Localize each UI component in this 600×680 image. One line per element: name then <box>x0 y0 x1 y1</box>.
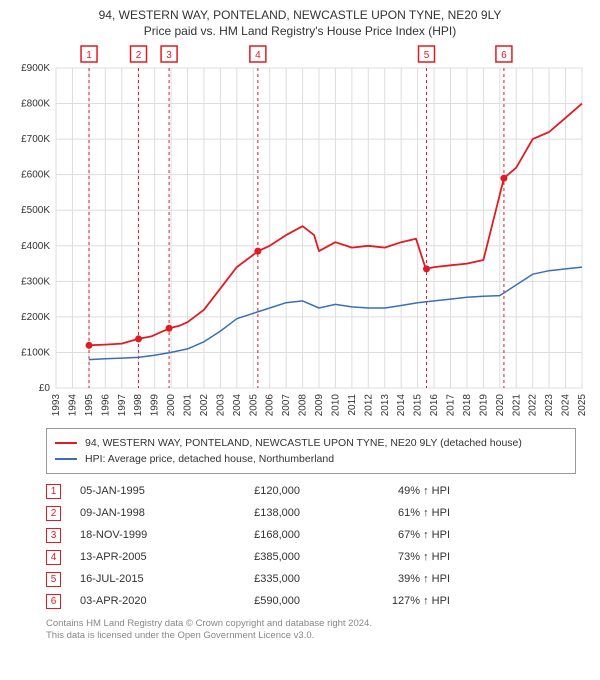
svg-text:6: 6 <box>501 50 507 61</box>
svg-text:2012: 2012 <box>363 394 374 417</box>
svg-text:1999: 1999 <box>150 394 161 417</box>
svg-text:2014: 2014 <box>396 394 407 417</box>
chart-titles: 94, WESTERN WAY, PONTELAND, NEWCASTLE UP… <box>10 8 590 38</box>
svg-text:2023: 2023 <box>544 394 555 417</box>
sale-number-box: 6 <box>46 594 61 609</box>
svg-text:1: 1 <box>86 50 92 61</box>
svg-text:2010: 2010 <box>330 394 341 417</box>
svg-text:2006: 2006 <box>265 394 276 417</box>
svg-text:4: 4 <box>255 50 261 61</box>
footer-line2: This data is licensed under the Open Gov… <box>46 630 590 642</box>
sale-pct-vs-hpi: 127% ↑ HPI <box>330 595 450 607</box>
svg-text:1994: 1994 <box>67 394 78 417</box>
sale-date: 16-JUL-2015 <box>80 573 210 585</box>
sale-pct-vs-hpi: 61% ↑ HPI <box>330 507 450 519</box>
sale-date: 18-NOV-1999 <box>80 529 210 541</box>
svg-text:2025: 2025 <box>577 394 588 417</box>
footer-line1: Contains HM Land Registry data © Crown c… <box>46 618 590 630</box>
sales-row: 3 18-NOV-1999£168,00067% ↑ HPI <box>46 524 590 546</box>
svg-text:£700K: £700K <box>21 134 50 145</box>
svg-text:2015: 2015 <box>413 394 424 417</box>
svg-text:2007: 2007 <box>281 394 292 417</box>
svg-text:2004: 2004 <box>232 394 243 417</box>
sales-row: 2 09-JAN-1998£138,00061% ↑ HPI <box>46 502 590 524</box>
svg-text:2021: 2021 <box>511 394 522 417</box>
svg-text:2024: 2024 <box>561 394 572 417</box>
svg-text:2013: 2013 <box>380 394 391 417</box>
sale-price: £385,000 <box>210 551 330 563</box>
svg-text:£500K: £500K <box>21 205 50 216</box>
sale-number-box: 3 <box>46 528 61 543</box>
legend-swatch <box>55 458 77 460</box>
svg-text:£0: £0 <box>39 383 51 394</box>
svg-text:2017: 2017 <box>446 394 457 417</box>
svg-text:2: 2 <box>136 50 142 61</box>
svg-text:2003: 2003 <box>215 394 226 417</box>
svg-text:£200K: £200K <box>21 312 50 323</box>
title-address: 94, WESTERN WAY, PONTELAND, NEWCASTLE UP… <box>10 8 590 22</box>
sale-number-box: 2 <box>46 506 61 521</box>
sales-row: 5 16-JUL-2015£335,00039% ↑ HPI <box>46 568 590 590</box>
footer-attribution: Contains HM Land Registry data © Crown c… <box>46 618 590 642</box>
sale-price: £335,000 <box>210 573 330 585</box>
sale-date: 13-APR-2005 <box>80 551 210 563</box>
svg-text:2002: 2002 <box>199 394 210 417</box>
title-subtitle: Price paid vs. HM Land Registry's House … <box>10 24 590 38</box>
sale-date: 03-APR-2020 <box>80 595 210 607</box>
sale-price: £590,000 <box>210 595 330 607</box>
sales-row: 1 05-JAN-1995£120,00049% ↑ HPI <box>46 480 590 502</box>
chart-area: £0 £100K £200K £300K £400K £500K £600K £700K £80… <box>10 42 590 422</box>
sale-price: £120,000 <box>210 485 330 497</box>
svg-text:2016: 2016 <box>429 394 440 417</box>
svg-text:£400K: £400K <box>21 241 50 252</box>
legend-label: 94, WESTERN WAY, PONTELAND, NEWCASTLE UP… <box>85 437 522 449</box>
sale-number-box: 4 <box>46 550 61 565</box>
svg-text:2020: 2020 <box>495 394 506 417</box>
legend-item: 94, WESTERN WAY, PONTELAND, NEWCASTLE UP… <box>55 435 567 451</box>
svg-text:1995: 1995 <box>84 394 95 417</box>
legend: 94, WESTERN WAY, PONTELAND, NEWCASTLE UP… <box>46 428 576 474</box>
sale-pct-vs-hpi: 39% ↑ HPI <box>330 573 450 585</box>
legend-label: HPI: Average price, detached house, Nort… <box>85 453 334 465</box>
svg-text:2011: 2011 <box>347 394 358 416</box>
sale-price: £138,000 <box>210 507 330 519</box>
sale-pct-vs-hpi: 67% ↑ HPI <box>330 529 450 541</box>
svg-text:£600K: £600K <box>21 170 50 181</box>
sales-row: 6 03-APR-2020£590,000127% ↑ HPI <box>46 590 590 612</box>
sales-table: 1 05-JAN-1995£120,00049% ↑ HPI 2 09-JAN-199… <box>46 480 590 612</box>
svg-text:2005: 2005 <box>248 394 259 417</box>
sales-row: 4 13-APR-2005£385,00073% ↑ HPI <box>46 546 590 568</box>
sale-date: 09-JAN-1998 <box>80 507 210 519</box>
svg-text:1996: 1996 <box>100 394 111 417</box>
sale-number-box: 1 <box>46 484 61 499</box>
svg-text:2001: 2001 <box>183 394 194 417</box>
page-container: 94, WESTERN WAY, PONTELAND, NEWCASTLE UP… <box>0 0 600 648</box>
sale-date: 05-JAN-1995 <box>80 485 210 497</box>
svg-text:£900K: £900K <box>21 63 50 74</box>
svg-text:2022: 2022 <box>528 394 539 417</box>
svg-text:3: 3 <box>166 50 172 61</box>
svg-text:2000: 2000 <box>166 394 177 417</box>
svg-text:2009: 2009 <box>314 394 325 417</box>
sale-number-box: 5 <box>46 572 61 587</box>
svg-text:1998: 1998 <box>133 394 144 417</box>
svg-text:2008: 2008 <box>298 394 309 417</box>
svg-text:£800K: £800K <box>21 99 50 110</box>
sale-pct-vs-hpi: 49% ↑ HPI <box>330 485 450 497</box>
svg-text:1993: 1993 <box>51 394 62 417</box>
sale-pct-vs-hpi: 73% ↑ HPI <box>330 551 450 563</box>
svg-text:£100K: £100K <box>21 347 50 358</box>
svg-text:£300K: £300K <box>21 276 50 287</box>
legend-item: HPI: Average price, detached house, Nort… <box>55 451 567 467</box>
svg-text:5: 5 <box>424 50 430 61</box>
svg-text:2019: 2019 <box>478 394 489 417</box>
legend-swatch <box>55 442 77 444</box>
svg-text:2018: 2018 <box>462 394 473 417</box>
svg-text:1997: 1997 <box>117 394 128 417</box>
price-chart-svg: £0 £100K £200K £300K £400K £500K £600K £700K £80… <box>10 42 590 422</box>
sale-price: £168,000 <box>210 529 330 541</box>
